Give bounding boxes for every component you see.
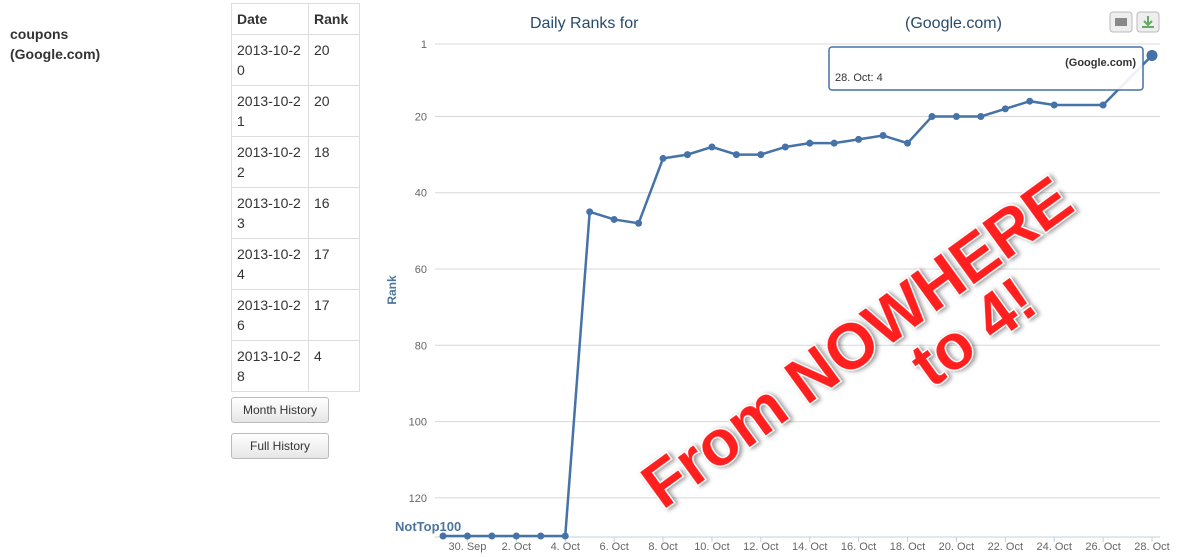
tooltip-box bbox=[828, 46, 1144, 91]
header-cell: Date bbox=[231, 3, 309, 35]
tooltip-value: 28. Oct: 4 bbox=[835, 72, 883, 84]
print-button[interactable] bbox=[1109, 11, 1133, 33]
download-button[interactable] bbox=[1136, 11, 1160, 33]
x-tick-label: 16. Oct bbox=[841, 541, 876, 553]
table-row: 2013-10-22 18 bbox=[231, 136, 360, 188]
y-tick-label: 1 bbox=[421, 39, 427, 51]
table-cell: 2013-10-21 bbox=[231, 85, 309, 137]
table-row: 2013-10-20 20 bbox=[231, 34, 360, 86]
table-cell: 2013-10-28 bbox=[231, 340, 309, 392]
data-point bbox=[659, 154, 667, 162]
data-point bbox=[610, 215, 618, 223]
x-tick-label: 26. Oct bbox=[1085, 541, 1120, 553]
x-tick-label: 2. Oct bbox=[502, 541, 531, 553]
data-point bbox=[977, 112, 985, 120]
y-tick-label: 20 bbox=[415, 111, 427, 123]
data-point bbox=[781, 143, 789, 151]
table-cell: 20 bbox=[308, 34, 360, 86]
x-tick-label: 30. Sep bbox=[448, 541, 486, 553]
table-cell: 2013-10-26 bbox=[231, 289, 309, 341]
table-row: 2013-10-23 16 bbox=[231, 187, 360, 239]
data-point bbox=[952, 112, 960, 120]
chart-title-suffix: (Google.com) bbox=[905, 15, 1002, 32]
series-line bbox=[443, 54, 1153, 538]
y-tick-label: 80 bbox=[415, 340, 427, 352]
annotation-line: From NOWHERE bbox=[628, 162, 1085, 521]
tooltip-series: (Google.com) bbox=[1065, 57, 1136, 69]
month-history-button[interactable]: Month History bbox=[231, 397, 329, 423]
data-point bbox=[1146, 49, 1158, 61]
data-point bbox=[586, 208, 594, 216]
data-point bbox=[708, 143, 716, 151]
x-tick-label: 12. Oct bbox=[743, 541, 778, 553]
x-tick-label: 18. Oct bbox=[890, 541, 925, 553]
y-tick-label: 120 bbox=[409, 493, 427, 505]
x-tick-label: 10. Oct bbox=[694, 541, 729, 553]
table-cell: 2013-10-24 bbox=[231, 238, 309, 290]
data-point bbox=[561, 532, 569, 540]
x-tick-label: 24. Oct bbox=[1036, 541, 1071, 553]
header-cell: Rank bbox=[308, 3, 360, 35]
data-point bbox=[904, 139, 912, 147]
table-cell: 2013-10-22 bbox=[231, 136, 309, 188]
x-tick-label: 14. Oct bbox=[792, 541, 827, 553]
x-tick-label: 20. Oct bbox=[939, 541, 974, 553]
y-tick-label: 40 bbox=[415, 188, 427, 200]
data-point bbox=[830, 139, 838, 147]
site: (Google.com) bbox=[10, 46, 101, 62]
table-row: 2013-10-21 20 bbox=[231, 85, 360, 137]
table-cell: 16 bbox=[308, 187, 360, 239]
y-tick-label: NotTop100 bbox=[395, 519, 461, 534]
x-tick-label: 6. Oct bbox=[599, 541, 628, 553]
data-point bbox=[463, 532, 471, 540]
table-header: Date Rank bbox=[231, 3, 360, 35]
data-point bbox=[512, 532, 520, 540]
data-point bbox=[635, 219, 643, 227]
table-cell: 17 bbox=[308, 238, 360, 290]
table-cell: 17 bbox=[308, 289, 360, 341]
data-point bbox=[757, 151, 765, 159]
data-point bbox=[1026, 97, 1034, 105]
data-point bbox=[488, 532, 496, 540]
y-tick-label: 100 bbox=[409, 417, 427, 429]
rank-table: Date Rank 2013-10-20 20 2013-10-21 20 2013-10-… bbox=[231, 3, 360, 392]
data-point bbox=[928, 112, 936, 120]
data-point bbox=[683, 151, 691, 159]
keyword-label: coupons (Google.com) bbox=[10, 24, 100, 64]
table-row: 2013-10-24 17 bbox=[231, 238, 360, 290]
table-cell: 20 bbox=[308, 85, 360, 137]
export-buttons bbox=[1109, 11, 1160, 33]
data-point bbox=[1050, 101, 1058, 109]
full-history-button[interactable]: Full History bbox=[231, 433, 329, 459]
y-axis-title: Rank bbox=[385, 275, 399, 305]
data-point bbox=[806, 139, 814, 147]
tooltip: (Google.com) 28. Oct: 4 bbox=[828, 46, 1144, 91]
y-tick-label: 60 bbox=[415, 264, 427, 276]
table-row: 2013-10-28 4 bbox=[231, 340, 360, 392]
table-cell: 18 bbox=[308, 136, 360, 188]
x-tick-label: 22. Oct bbox=[988, 541, 1023, 553]
table-cell: 2013-10-23 bbox=[231, 187, 309, 239]
table-row: 2013-10-26 17 bbox=[231, 289, 360, 341]
data-point bbox=[879, 132, 887, 140]
x-tick-label: 8. Oct bbox=[648, 541, 677, 553]
annotation-line: to 4! bbox=[897, 263, 1049, 401]
keyword: coupons bbox=[10, 26, 69, 42]
data-point bbox=[439, 532, 447, 540]
x-tick-label: 28. Oct bbox=[1134, 541, 1169, 553]
table-cell: 4 bbox=[308, 340, 360, 392]
table-cell: 2013-10-20 bbox=[231, 34, 309, 86]
data-point bbox=[732, 151, 740, 159]
x-tick-label: 4. Oct bbox=[551, 541, 580, 553]
data-point bbox=[1099, 101, 1107, 109]
data-point bbox=[537, 532, 545, 540]
data-point bbox=[855, 135, 863, 143]
chart-title: Daily Ranks for bbox=[530, 15, 639, 32]
data-point bbox=[1001, 105, 1009, 113]
